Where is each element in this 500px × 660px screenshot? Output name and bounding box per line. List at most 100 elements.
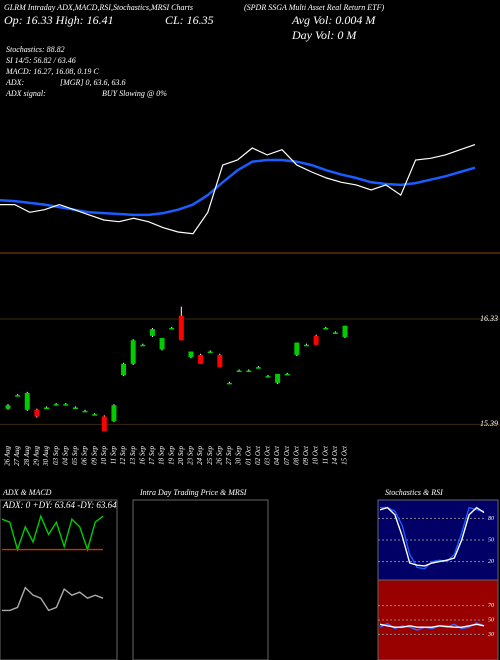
avg-vol: Avg Vol: 0.004 M [291,13,376,27]
candle-body [82,410,88,413]
candle-body [130,340,136,364]
candle-body [101,416,107,432]
candle-body [275,373,281,383]
candle-body [53,404,59,406]
x-tick-label: 11 Oct [321,445,329,464]
x-tick-label: 09 Sep [90,446,98,465]
panel-title: Stochastics & RSI [385,488,443,497]
x-tick-label: 01 Oct [244,445,252,465]
y-tick-label: 70 [488,603,494,609]
y-tick-label: 50 [488,617,494,623]
x-tick-label: 30 Aug [42,446,50,467]
panel-line [379,623,485,628]
candle-body [207,351,213,354]
panel-line [380,506,485,570]
x-tick-label: 30 Sep [235,446,243,466]
y-tick-label: 20 [488,559,494,565]
candle-body [294,342,300,355]
info: SI 14/5: 56.82 / 63.46 [6,56,76,65]
candle-body [332,332,338,334]
candle-body [265,376,271,378]
close-text: CL: 16.35 [165,13,214,27]
info: BUY Slowing @ 0% [102,89,167,98]
moving-average [0,158,476,217]
panel-line [1,514,104,552]
x-tick-label: 29 Aug [32,446,40,466]
y-tick-label: 15.39 [480,419,498,428]
info: ADX: [5,78,25,87]
candle-body [255,367,261,369]
candle-body [44,407,50,410]
price-line [0,144,476,235]
candle-body [5,405,11,409]
x-tick-label: 08 Oct [292,445,300,465]
chart-title: GLRM Intraday ADX,MACD,RSI,Stochastics,M… [4,3,193,12]
x-tick-label: 25 Sep [206,446,214,465]
panel-line [2,586,104,612]
candle-body [198,354,204,364]
candle-body [313,335,319,345]
x-tick-label: 04 Oct [273,445,281,465]
candle-body [63,404,69,406]
candle-body [72,407,78,410]
y-tick-label: 16.33 [480,314,498,323]
x-tick-label: 19 Sep [167,446,175,465]
x-tick-label: 27 Sep [225,446,233,465]
candle-body [217,354,223,368]
panel-title: ADX & MACD [2,488,52,497]
x-tick-label: 17 Sep [148,446,156,465]
candle-body [169,328,175,330]
x-tick-label: 03 Oct [264,445,272,465]
candle-body [342,325,348,337]
panel-text: ADX: 0 +DY: 63.64 -DY: 63.64 [2,500,117,510]
open-high: Op: 16.33 High: 16.41 [4,13,114,27]
info: ADX signal: [5,89,46,98]
candle-body [140,344,146,347]
info: Stochastics: 88.82 [6,45,65,54]
candle-body [111,405,117,421]
chart-subtitle: (SPDR SSGA Multi Asset Real Return ETF) [244,3,384,12]
x-tick-label: 02 Oct [254,445,262,465]
x-tick-label: 10 Oct [312,445,320,465]
candle-body [246,370,252,373]
x-tick-label: 24 Sep [196,446,204,465]
candle-body [15,395,21,397]
candle-body [92,414,98,416]
y-tick-label: 80 [488,516,494,522]
x-tick-label: 23 Sep [187,446,195,465]
x-tick-label: 07 Oct [283,445,291,465]
y-tick-label: 50 [488,537,494,543]
x-tick-label: 03 Sep [52,446,60,465]
x-tick-label: 13 Sep [129,446,137,465]
panel [132,499,269,660]
candle-body [24,392,30,410]
info: [MGR] 0, 63.6, 63.6 [60,78,126,87]
candle-body [323,328,329,330]
x-tick-label: 26 Sep [215,446,223,465]
candle-body [236,370,242,373]
x-tick-label: 09 Oct [302,445,310,465]
x-tick-label: 27 Aug [13,446,21,466]
panel [0,499,118,660]
x-tick-label: 04 Sep [61,446,69,465]
candle-body [226,382,232,385]
info: MACD: 16.27, 16.08, 0.19 C [5,67,99,76]
panel-title: Intra Day Trading Price & MRSI [139,488,247,497]
x-tick-label: 06 Sep [81,446,89,465]
day-vol: Day Vol: 0 M [291,28,357,42]
x-tick-label: 15 Oct [341,445,349,465]
panel-line [379,506,485,567]
x-tick-label: 14 Oct [331,445,339,465]
x-tick-label: 26 Aug [4,446,12,466]
candle-body [178,315,184,341]
x-tick-label: 10 Sep [100,446,108,465]
x-tick-label: 05 Sep [71,446,79,465]
candle-body [121,363,127,376]
candle-body [303,344,309,347]
candle-body [159,338,165,350]
candle-body [188,351,194,358]
candle-body [149,329,155,336]
x-tick-label: 28 Aug [23,446,31,466]
candle-body [284,373,290,376]
